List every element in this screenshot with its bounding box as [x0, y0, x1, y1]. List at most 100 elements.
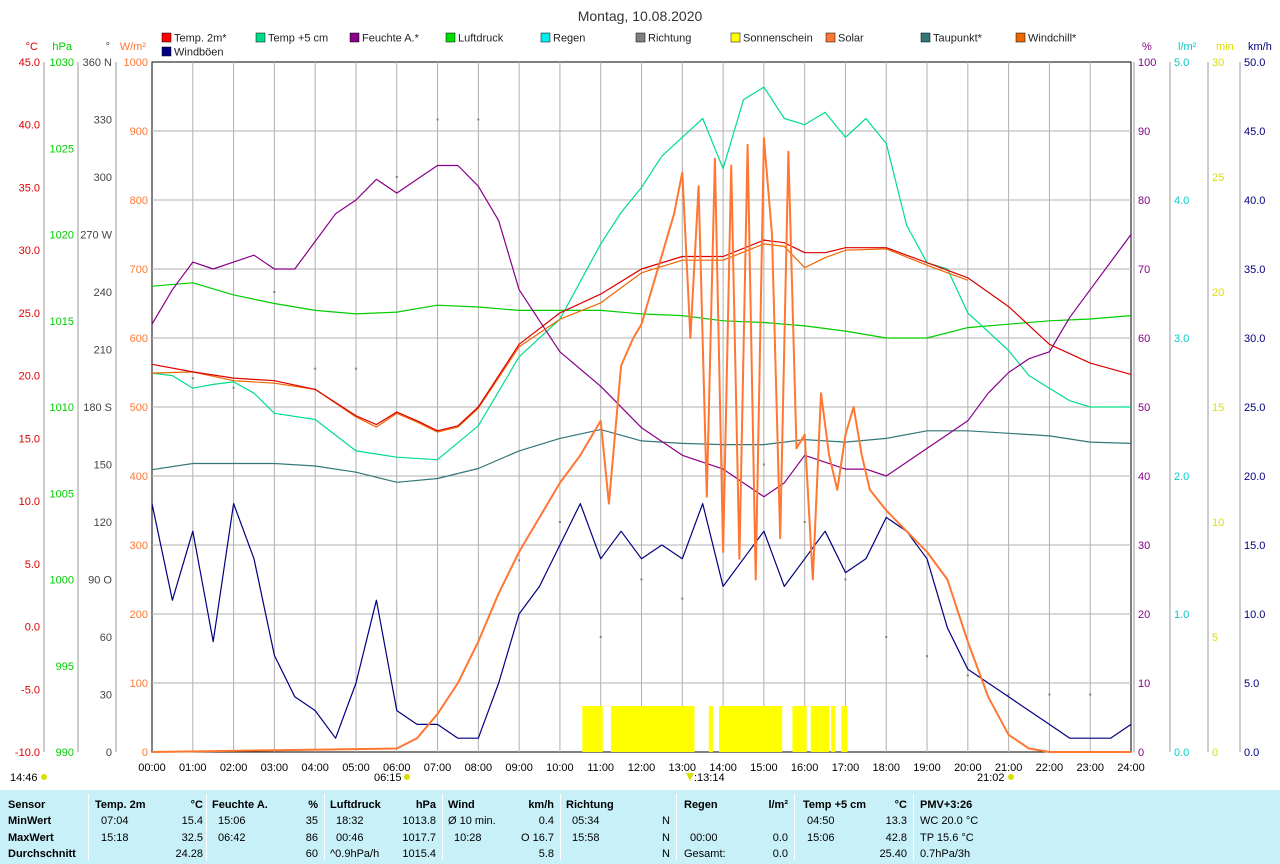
- axis-tick-label: 10: [1138, 678, 1150, 690]
- axis-tick-label: 15: [1212, 402, 1224, 414]
- axis-tick-label: 0.0: [25, 622, 40, 634]
- axis-unit: min: [1216, 41, 1234, 53]
- axis-tick-label: 90 O: [88, 575, 112, 587]
- chart-title: Montag, 10.08.2020: [578, 8, 703, 24]
- temp2m-min-time: 07:04: [101, 815, 129, 827]
- x-tick-label: 00:00: [138, 762, 166, 774]
- axis-tick-label: 15.0: [19, 433, 40, 445]
- x-tick-label: 02:00: [220, 762, 248, 774]
- stats-band: [0, 790, 1280, 864]
- axis-tick-label: 800: [130, 195, 148, 207]
- richtung-avg: N: [662, 848, 670, 860]
- axis-unit: l/m²: [1178, 41, 1197, 53]
- axis-unit: km/h: [1248, 41, 1272, 53]
- temp5-unit: °C: [894, 799, 907, 811]
- axis-tick-label: 10.0: [19, 496, 40, 508]
- temp5-title: Temp +5 cm: [803, 799, 867, 811]
- series-line: [151, 429, 1132, 483]
- series-line: [151, 164, 1132, 498]
- luftdruck-min-val: 1013.8: [402, 815, 436, 827]
- luftdruck-title: Luftdruck: [330, 799, 381, 811]
- series-line: [151, 503, 1132, 739]
- richtung-point: [436, 118, 439, 121]
- series-line: [151, 86, 1131, 461]
- axis-tick-label: 0: [1212, 747, 1218, 759]
- x-tick-label: 16:00: [791, 762, 819, 774]
- axis-tick-label: 990: [56, 747, 74, 759]
- legend-swatch: [161, 32, 172, 43]
- pmv-tp: TP 15.6 °C: [920, 832, 974, 844]
- axis-tick-label: 30: [100, 690, 112, 702]
- x-tick-label: 05:00: [342, 762, 370, 774]
- axis-tick-label: 0.0: [1174, 747, 1189, 759]
- legend-swatch: [1015, 32, 1026, 43]
- x-tick-label: 20:00: [954, 762, 982, 774]
- axis-tick-label: 5: [1212, 632, 1218, 644]
- regen-title: Regen: [684, 799, 718, 811]
- regen-max-time: 00:00: [690, 832, 718, 844]
- temp5-avg: 25.40: [879, 848, 907, 860]
- pmv-title: PMV+3:26: [920, 799, 973, 811]
- legend-label: Windchill*: [1028, 33, 1077, 45]
- feuchte-title: Feuchte A.: [212, 799, 268, 811]
- axis-tick-label: 60: [1138, 333, 1150, 345]
- series: [151, 86, 1132, 753]
- axis-tick-label: 200: [130, 609, 148, 621]
- richtung-point: [273, 291, 276, 293]
- legend-label: Temp. 2m*: [174, 33, 227, 45]
- axis-tick-label: 4.0: [1174, 195, 1189, 207]
- richtung-point: [885, 636, 888, 638]
- sunshine-bar: [582, 706, 603, 752]
- wind-min-label: Ø 10 min.: [448, 815, 496, 827]
- richtung-point: [191, 377, 194, 380]
- stats-min-label: MinWert: [8, 815, 52, 827]
- regen-total-val: 0.0: [772, 848, 788, 860]
- richtung-point: [1130, 693, 1132, 696]
- stats-temp2m: Temp. 2m °C 07:04 15.4 15:18 32.5 24.28: [95, 790, 203, 864]
- x-tick-label: 12:00: [628, 762, 656, 774]
- richtung-min-time: 05:34: [572, 815, 600, 827]
- x-tick-label: 04:00: [301, 762, 329, 774]
- axis-tick-label: 45.0: [19, 57, 40, 69]
- sunshine-bar: [719, 706, 783, 752]
- temp2m-max-val: 32.5: [181, 832, 203, 844]
- axis-tick-label: 40: [1138, 471, 1150, 483]
- sunshine-bars: [582, 706, 848, 752]
- stats-regen: Regen l/m² 00:00 0.0 Gesamt: 0.0: [684, 790, 788, 864]
- richtung-point: [354, 367, 357, 370]
- stats-temp5: Temp +5 cm °C 04:50 13.3 15:06 42.8 25.4…: [803, 790, 907, 864]
- axis-tick-label: 15.0: [1244, 540, 1265, 552]
- axis-tick-label: 90: [1138, 126, 1150, 138]
- axis-tick-label: 30: [1212, 57, 1224, 69]
- temp2m-avg: 24.28: [175, 848, 203, 860]
- sunshine-bar: [841, 706, 848, 752]
- richtung-point: [395, 176, 398, 178]
- axes: °C 45.0 40.0 35.0 30.0 25.0 20.0 15.0 10.0 5.0 0.0…: [15, 41, 1272, 759]
- regen-unit: l/m²: [768, 799, 788, 811]
- legend-label: Windböen: [174, 47, 224, 59]
- axis-tick-label: 20.0: [1244, 471, 1265, 483]
- axis-tick-label: 50: [1138, 402, 1150, 414]
- axis-tick-label: 3.0: [1174, 333, 1189, 345]
- axis-tick-label: 20.0: [19, 371, 40, 383]
- weather-chart: Montag, 10.08.2020 Temp. 2m* Temp +5 cm Fe…: [10, 8, 1272, 784]
- regen-max-val: 0.0: [772, 832, 788, 844]
- axis-tick-label: 500: [130, 402, 148, 414]
- richtung-point: [151, 367, 153, 370]
- richtung-point: [803, 521, 806, 523]
- stats-table: Sensor MinWert MaxWert Durchschnitt Temp…: [0, 790, 1280, 864]
- stats-sensor-label: Sensor: [8, 799, 46, 811]
- legend-label: Regen: [553, 33, 585, 45]
- legend: Temp. 2m* Temp +5 cm Feuchte A.* Luftdruck R…: [161, 32, 1077, 59]
- legend-swatch: [730, 32, 741, 43]
- richtung-point: [1089, 693, 1092, 696]
- richtung-point: [1007, 693, 1010, 696]
- luftdruck-unit: hPa: [415, 799, 436, 811]
- wind-max-time: 10:28: [454, 832, 482, 844]
- axis-tick-label: 5.0: [25, 559, 40, 571]
- feuchte-min-val: 35: [305, 815, 318, 827]
- axis-tick-label: 120: [94, 517, 112, 529]
- wind-max-val: O 16.7: [520, 832, 554, 844]
- richtung-point: [599, 636, 602, 638]
- axis-tick-label: 80: [1138, 195, 1150, 207]
